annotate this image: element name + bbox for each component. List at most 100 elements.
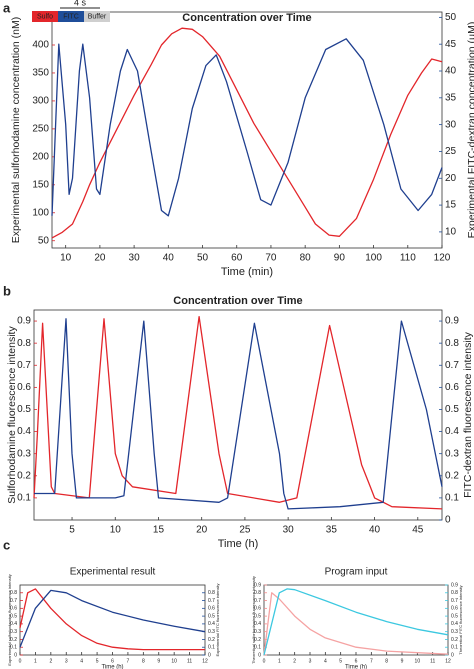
y-tick-label: 0.7: [17, 360, 31, 371]
y2-tick-label: 0.9: [445, 316, 459, 327]
x-tick-label: 4: [324, 658, 327, 664]
legend-swatch: [84, 11, 110, 22]
x-tick-label: 25: [239, 525, 251, 536]
series-line: [19, 589, 206, 648]
x-tick-label: 11: [187, 658, 192, 664]
x-tick-label: 15: [153, 525, 165, 536]
y-tick-label: 0.3: [254, 629, 261, 635]
legend-label: Sulfo: [37, 13, 53, 20]
y-tick-label: 0.7: [10, 598, 17, 604]
y2-tick-label: 0.4: [208, 621, 215, 627]
y-tick-label: 0.4: [254, 621, 261, 627]
y2-tick-label: 0.6: [445, 382, 459, 393]
y2-tick-label: 0.3: [445, 448, 459, 459]
panel-label: c: [3, 537, 10, 552]
y2-tick-label: 20: [445, 173, 457, 184]
y2-tick-label: 0.2: [208, 637, 215, 643]
x-tick-label: 45: [412, 525, 424, 536]
y-tick-label: 0.5: [17, 404, 31, 415]
legend-swatch: [58, 11, 84, 22]
x-tick-label: 20: [94, 253, 106, 264]
x-tick-label: 2: [49, 658, 52, 664]
x-tick-label: 3: [65, 658, 68, 664]
y-tick-label: 0.6: [10, 606, 17, 612]
chart-title: Concentration over Time: [173, 295, 302, 307]
plot-frame: [19, 584, 206, 656]
x-tick-label: 110: [400, 253, 416, 264]
y2-tick-label: 35: [445, 92, 457, 103]
y-tick-label: 0.3: [17, 448, 31, 459]
x-tick-label: 6: [355, 658, 358, 664]
x-axis-label: Time (min): [221, 266, 273, 278]
x-tick-label: 12: [202, 658, 208, 664]
series-line: [34, 318, 443, 510]
y-tick-label: 0.5: [10, 613, 17, 619]
x-tick-label: 100: [365, 253, 382, 264]
x-tick-label: 10: [415, 658, 421, 664]
y2-tick-label: 0.3: [208, 629, 215, 635]
y-tick-label: 0.8: [254, 590, 261, 596]
y2-tick-label: 0.6: [208, 606, 215, 612]
y2-tick-label: 10: [445, 227, 457, 238]
y2-tick-label: 0.7: [445, 360, 459, 371]
y-tick-label: 0: [258, 652, 261, 658]
x-tick-label: 8: [385, 658, 388, 664]
x-tick-label: 120: [434, 253, 451, 264]
y2-tick-label: 0.7: [208, 598, 215, 604]
y-tick-label: 350: [32, 68, 49, 79]
x-axis-label: Time (h): [218, 538, 259, 550]
legend-label: FITC: [63, 13, 79, 20]
y-tick-label: 0.1: [17, 493, 31, 504]
y-tick-label: 0: [14, 652, 17, 658]
legend-swatch: [32, 11, 58, 22]
y2-tick-label: 0.1: [451, 645, 458, 651]
x-tick-label: 30: [283, 525, 295, 536]
x-tick-label: 60: [231, 253, 243, 264]
x-tick-label: 80: [300, 253, 312, 264]
y2-tick-label: 0.3: [451, 629, 458, 635]
y-tick-label: 0.9: [17, 316, 31, 327]
y-tick-label: 0.5: [254, 613, 261, 619]
x-tick-label: 10: [60, 253, 72, 264]
y-tick-label: 0.9: [254, 582, 261, 588]
x-tick-label: 2: [293, 658, 296, 664]
y-tick-label: 200: [32, 151, 49, 162]
x-tick-label: 7: [127, 658, 130, 664]
plot-frame: [263, 584, 449, 656]
y-axis-label: Sulforhodamine fluorescence intensity: [6, 326, 18, 504]
series-line: [51, 27, 443, 239]
x-tick-label: 0: [263, 658, 266, 664]
series-line: [51, 38, 443, 217]
y2-tick-label: 0.9: [451, 582, 458, 588]
x-axis-label: Time (h): [101, 665, 123, 669]
x-tick-label: 5: [339, 658, 342, 664]
y2-tick-label: 25: [445, 146, 457, 157]
y2-axis-label: Experimental FITC-dextran concentration …: [466, 22, 474, 239]
x-tick-label: 7: [370, 658, 373, 664]
y-tick-label: 0.6: [254, 606, 261, 612]
y2-tick-label: 40: [445, 66, 457, 77]
plot-frame: [51, 11, 443, 249]
x-tick-label: 5: [96, 658, 99, 664]
series-line: [19, 588, 205, 651]
y-tick-label: 400: [32, 40, 49, 51]
chart-title: Experimental result: [70, 567, 156, 578]
y-tick-label: 0.2: [10, 637, 17, 643]
x-tick-label: 90: [334, 253, 346, 264]
y-tick-label: 0.2: [254, 637, 261, 643]
x-tick-label: 6: [111, 658, 114, 664]
x-tick-label: 12: [445, 658, 451, 664]
y-tick-label: 250: [32, 124, 49, 135]
y-tick-label: 0.6: [17, 382, 31, 393]
x-tick-label: 9: [157, 658, 160, 664]
x-tick-label: 0: [19, 658, 22, 664]
legend-label: Buffer: [88, 13, 107, 20]
y-tick-label: 50: [38, 235, 50, 246]
y2-tick-label: 0.8: [445, 338, 459, 349]
y2-tick-label: 0.1: [445, 493, 459, 504]
x-tick-label: 40: [369, 525, 381, 536]
panel-label: a: [3, 0, 11, 15]
scale-bar-label: 4 s: [74, 0, 87, 7]
y-tick-label: 100: [32, 207, 49, 218]
